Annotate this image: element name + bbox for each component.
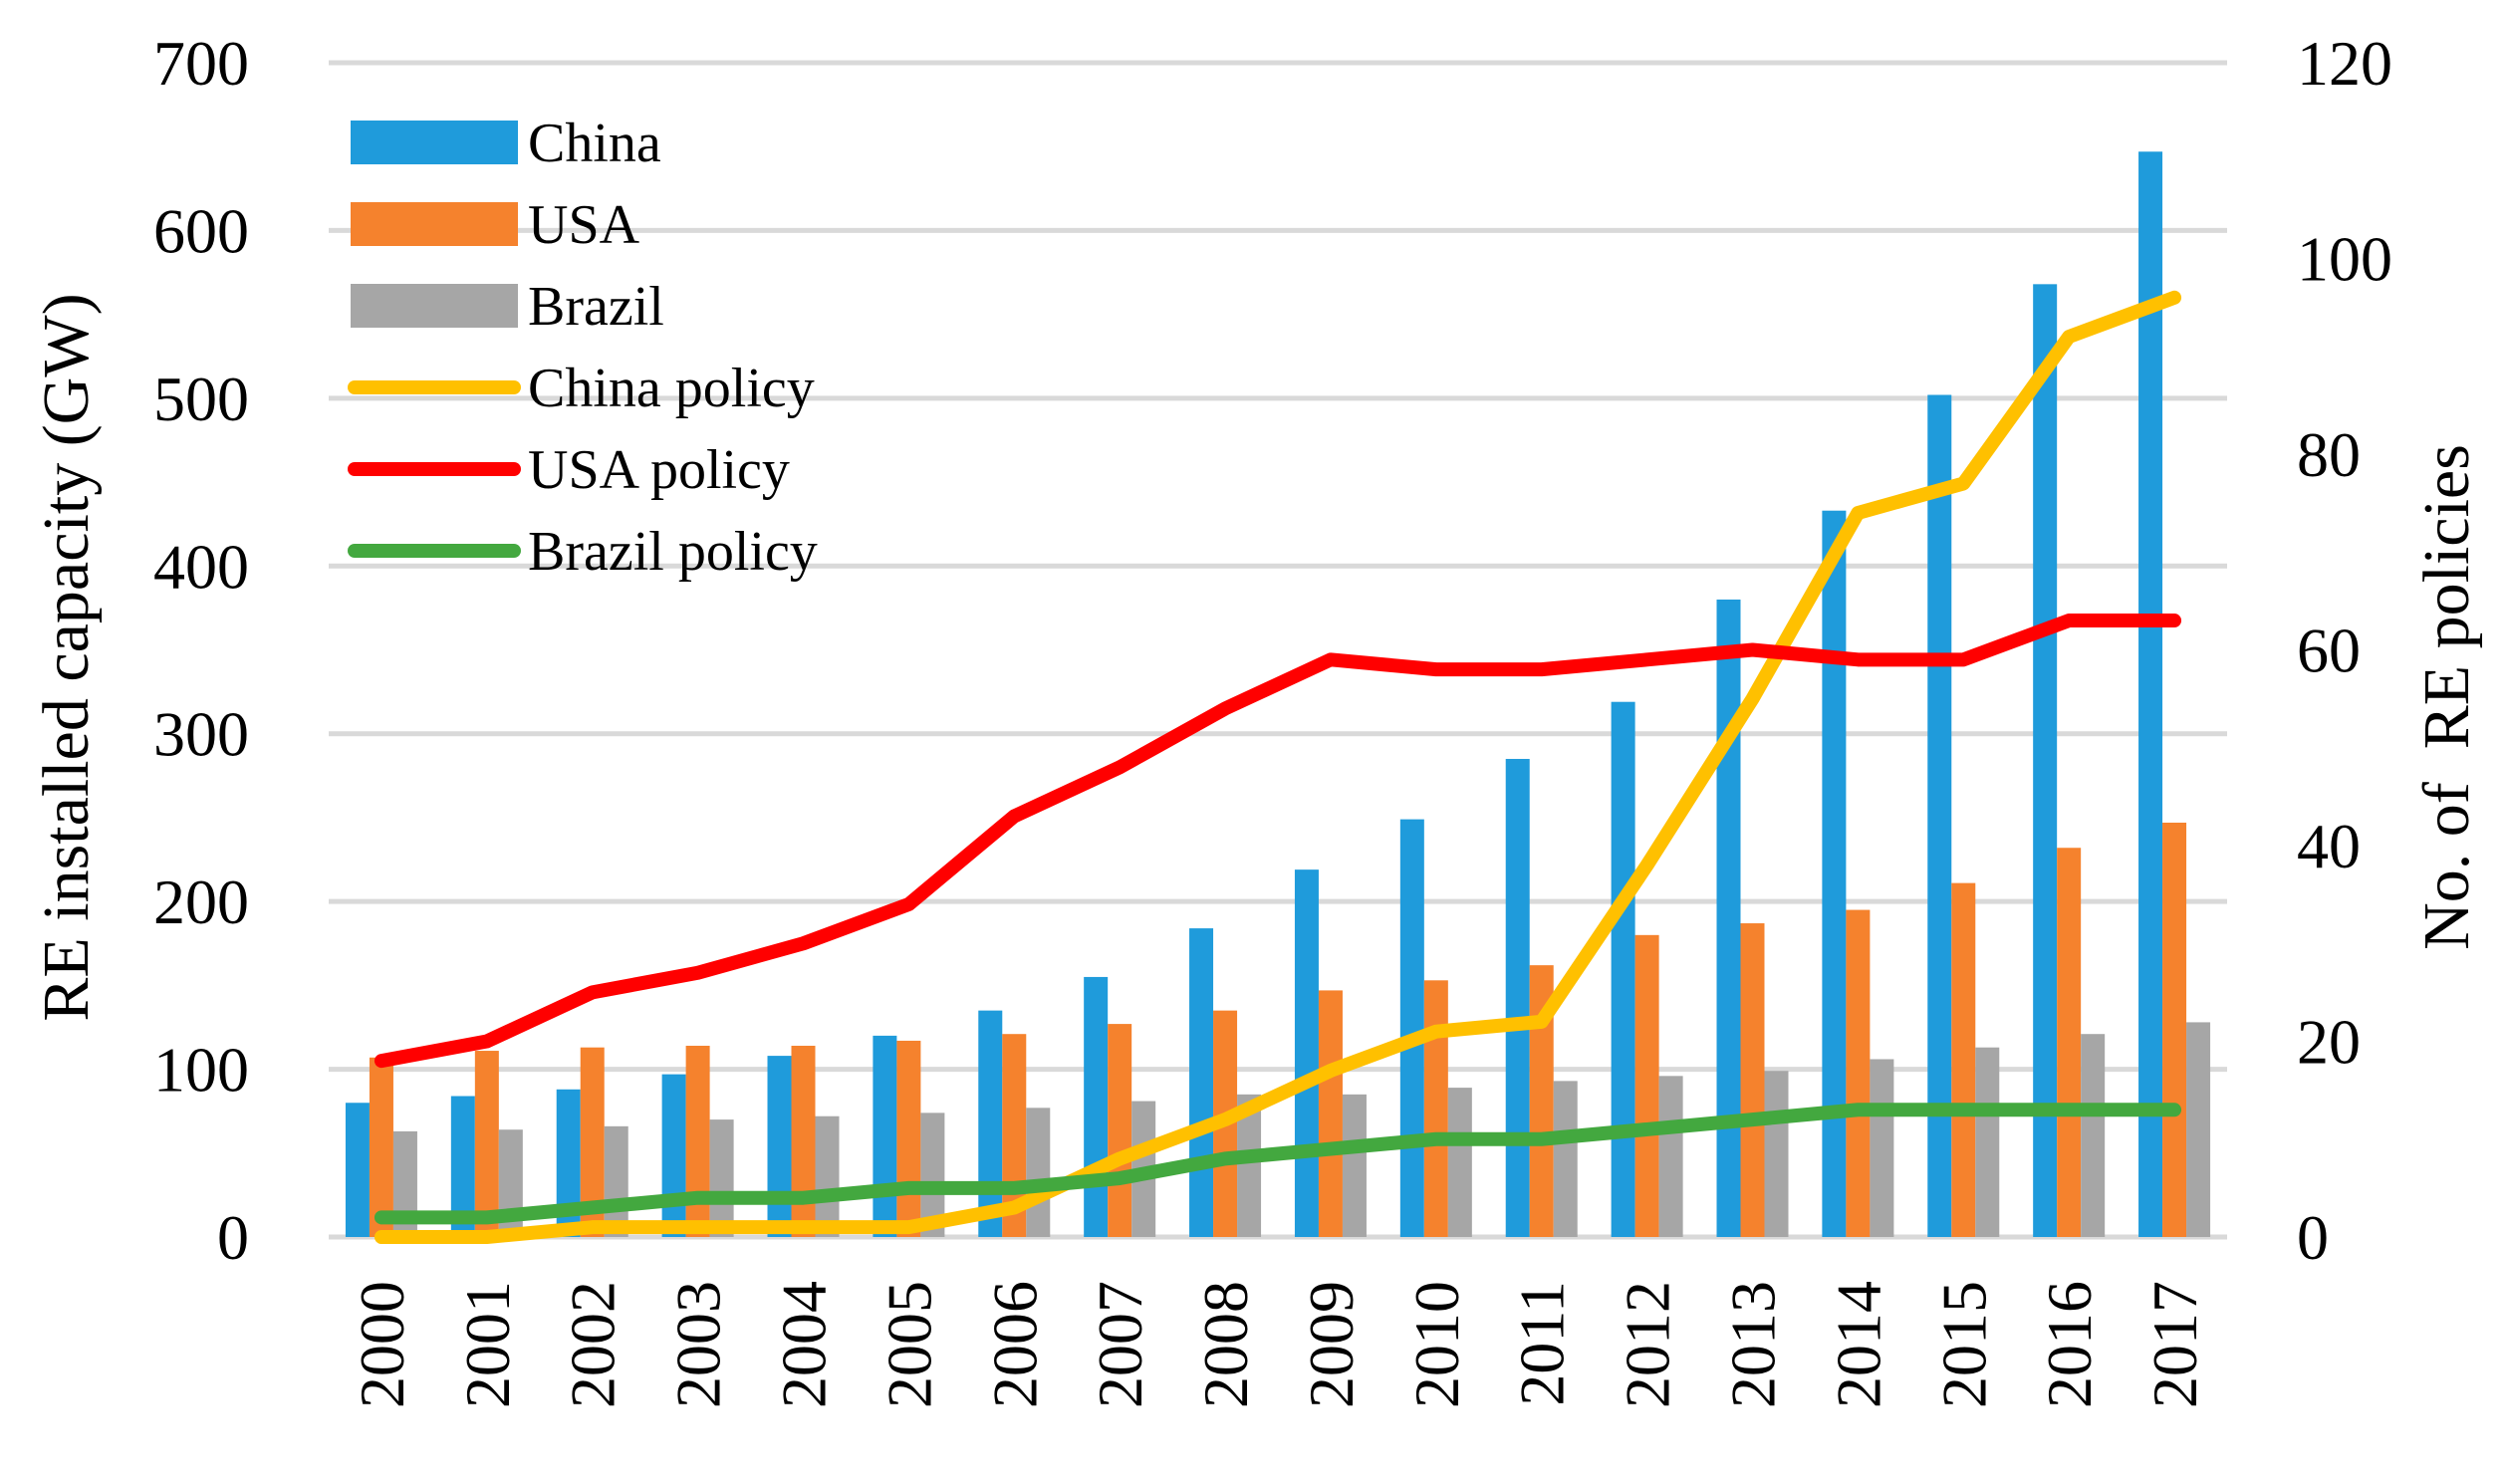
right-tick-40: 40 bbox=[2297, 811, 2361, 881]
bar-china-2000 bbox=[345, 1103, 370, 1237]
right-tick-0: 0 bbox=[2297, 1202, 2329, 1273]
left-tick-0: 0 bbox=[217, 1202, 249, 1273]
legend-label-china-policy: China policy bbox=[528, 358, 815, 419]
legend-swatch-china bbox=[351, 121, 518, 164]
x-tick-2015: 2015 bbox=[1928, 1281, 1999, 1408]
x-tick-2010: 2010 bbox=[1401, 1281, 1472, 1408]
bar-usa-2016 bbox=[2057, 848, 2082, 1237]
x-tick-2011: 2011 bbox=[1507, 1281, 1578, 1406]
right-tick-120: 120 bbox=[2297, 28, 2392, 99]
x-axis-ticks: 2000 2001 2002 2003 2004 2005 2006 2007 2008 2009… bbox=[347, 1281, 2210, 1408]
right-tick-60: 60 bbox=[2297, 616, 2361, 686]
left-tick-600: 600 bbox=[153, 195, 249, 266]
bar-usa-2014 bbox=[1846, 909, 1871, 1237]
bar-brazil-2006 bbox=[1026, 1108, 1051, 1237]
bar-brazil-2010 bbox=[1447, 1088, 1472, 1237]
bar-brazil-2016 bbox=[2081, 1034, 2106, 1237]
x-tick-2004: 2004 bbox=[769, 1281, 840, 1408]
bar-usa-2007 bbox=[1108, 1024, 1132, 1237]
y-axis-title: RE installed capacity (GW) bbox=[30, 293, 103, 1021]
bar-usa-2003 bbox=[685, 1045, 710, 1237]
bar-usa-2013 bbox=[1740, 923, 1765, 1237]
policy-lines bbox=[374, 290, 2182, 1244]
left-tick-500: 500 bbox=[153, 364, 249, 434]
x-tick-2005: 2005 bbox=[874, 1281, 944, 1408]
left-tick-100: 100 bbox=[153, 1035, 249, 1106]
bar-usa-2015 bbox=[1951, 882, 1976, 1237]
bar-china-2009 bbox=[1294, 869, 1319, 1237]
right-tick-100: 100 bbox=[2297, 224, 2392, 295]
right-tick-20: 20 bbox=[2297, 1007, 2361, 1078]
bar-china-2010 bbox=[1399, 819, 1424, 1237]
bar-usa-2012 bbox=[1634, 934, 1659, 1237]
x-tick-2016: 2016 bbox=[2034, 1281, 2105, 1408]
legend: China USA Brazil China policy USA policy Braz… bbox=[348, 113, 818, 583]
bar-brazil-2014 bbox=[1870, 1059, 1894, 1237]
bar-china-2016 bbox=[2033, 284, 2058, 1238]
right-tick-80: 80 bbox=[2297, 419, 2361, 490]
y2-axis-title: No. of RE policies bbox=[2410, 444, 2483, 950]
bar-china-2003 bbox=[661, 1074, 686, 1237]
bar-usa-2001 bbox=[474, 1051, 499, 1237]
bar-usa-2005 bbox=[896, 1040, 921, 1237]
x-tick-2017: 2017 bbox=[2139, 1281, 2210, 1408]
left-tick-400: 400 bbox=[153, 531, 249, 602]
bar-brazil-2012 bbox=[1658, 1076, 1683, 1237]
right-axis-ticks: 0 20 40 60 80 100 120 bbox=[2297, 28, 2392, 1273]
bar-usa-2010 bbox=[1423, 980, 1448, 1237]
bar-china-2008 bbox=[1189, 928, 1214, 1237]
x-tick-2001: 2001 bbox=[452, 1281, 523, 1408]
bar-china-2013 bbox=[1716, 599, 1741, 1237]
bar-china-2007 bbox=[1084, 976, 1109, 1237]
gridlines bbox=[329, 60, 2227, 1240]
bar-usa-2009 bbox=[1318, 990, 1343, 1237]
left-tick-300: 300 bbox=[153, 699, 249, 770]
bar-brazil-2017 bbox=[2186, 1022, 2211, 1237]
legend-label-brazil-policy: Brazil policy bbox=[528, 521, 818, 583]
line-usa-policy bbox=[374, 614, 2182, 1069]
legend-label-usa: USA bbox=[528, 194, 640, 256]
legend-swatch-brazil bbox=[351, 284, 518, 328]
x-tick-2007: 2007 bbox=[1085, 1281, 1155, 1408]
bar-china-2006 bbox=[978, 1010, 1003, 1237]
legend-label-china: China bbox=[528, 113, 661, 174]
left-tick-200: 200 bbox=[153, 866, 249, 937]
bar-china-2015 bbox=[1927, 394, 1952, 1237]
x-tick-2012: 2012 bbox=[1613, 1281, 1683, 1408]
legend-label-brazil: Brazil bbox=[528, 276, 664, 338]
bar-brazil-2015 bbox=[1975, 1047, 2000, 1237]
line-china-policy bbox=[374, 290, 2182, 1244]
x-tick-2013: 2013 bbox=[1718, 1281, 1789, 1408]
bar-brazil-2004 bbox=[815, 1115, 840, 1237]
left-tick-700: 700 bbox=[153, 28, 249, 99]
bar-china-2004 bbox=[767, 1056, 792, 1237]
bar-china-2017 bbox=[2138, 151, 2163, 1238]
bar-brazil-2013 bbox=[1764, 1071, 1789, 1237]
line-brazil-policy bbox=[374, 1103, 2182, 1225]
x-tick-2014: 2014 bbox=[1823, 1281, 1893, 1408]
bar-china-2011 bbox=[1505, 758, 1530, 1237]
bar-usa-2004 bbox=[791, 1045, 816, 1237]
bar-brazil-2011 bbox=[1553, 1081, 1578, 1237]
x-tick-2006: 2006 bbox=[979, 1281, 1050, 1408]
x-tick-2003: 2003 bbox=[663, 1281, 734, 1408]
x-tick-2008: 2008 bbox=[1190, 1281, 1261, 1408]
x-tick-2009: 2009 bbox=[1296, 1281, 1367, 1408]
bar-usa-2017 bbox=[2162, 822, 2187, 1237]
bar-brazil-2003 bbox=[709, 1119, 734, 1237]
bar-usa-2000 bbox=[369, 1057, 393, 1237]
legend-label-usa-policy: USA policy bbox=[528, 439, 790, 501]
x-tick-2002: 2002 bbox=[558, 1281, 628, 1408]
legend-swatch-usa bbox=[351, 202, 518, 246]
bar-china-2014 bbox=[1822, 510, 1847, 1237]
bar-brazil-2002 bbox=[604, 1125, 628, 1237]
x-tick-2000: 2000 bbox=[347, 1281, 417, 1408]
bar-brazil-2009 bbox=[1342, 1094, 1367, 1237]
bars bbox=[345, 151, 2211, 1238]
left-axis-ticks: 0 100 200 300 400 500 600 700 bbox=[153, 28, 249, 1273]
bar-china-2012 bbox=[1611, 701, 1635, 1237]
bar-china-2005 bbox=[873, 1035, 897, 1237]
